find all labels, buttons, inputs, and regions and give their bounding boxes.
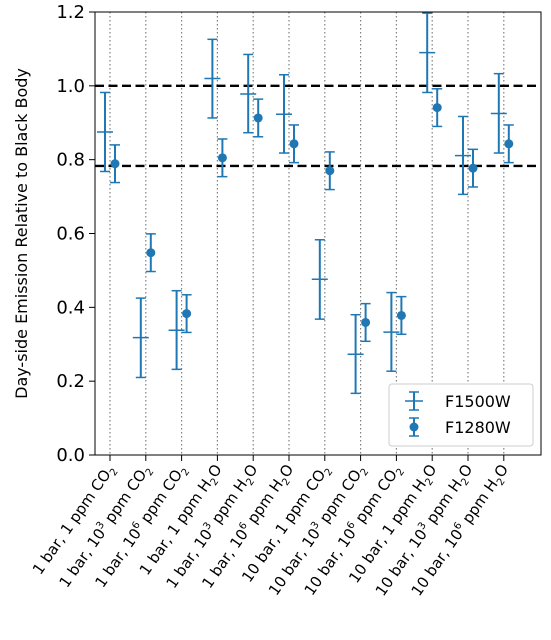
data-point	[289, 139, 299, 149]
data-point	[361, 317, 371, 327]
data-point	[396, 310, 406, 320]
data-point	[504, 139, 514, 149]
y-tick-label: 0.2	[56, 371, 85, 392]
y-tick-label: 0.8	[56, 150, 85, 171]
y-tick-label: 0.4	[56, 297, 85, 318]
data-marks	[97, 12, 514, 395]
data-point	[182, 309, 192, 319]
reference-lines	[95, 84, 541, 168]
legend-circle-marker	[409, 422, 419, 432]
legend-label: F1280W	[445, 418, 511, 437]
data-point	[146, 248, 156, 258]
data-point	[110, 159, 120, 169]
vertical-grid	[109, 12, 505, 455]
y-tick-label: 0.0	[56, 445, 85, 466]
data-point	[253, 113, 263, 123]
legend-box	[388, 383, 534, 447]
data-point	[325, 166, 335, 176]
y-axis-ticks: 0.0 0.2 0.4 0.6 0.8 1.0 1.2	[56, 2, 95, 466]
y-tick-label: 1.2	[56, 2, 85, 23]
y-tick-label: 0.6	[56, 224, 85, 245]
legend: F1500W F1280W	[388, 383, 534, 447]
data-point	[217, 153, 227, 163]
y-tick-label: 1.0	[56, 76, 85, 97]
data-point	[432, 103, 442, 113]
legend-label: F1500W	[445, 392, 511, 411]
y-axis-label: Day-side Emission Relative to Black Body	[12, 68, 31, 399]
data-point	[468, 163, 478, 173]
